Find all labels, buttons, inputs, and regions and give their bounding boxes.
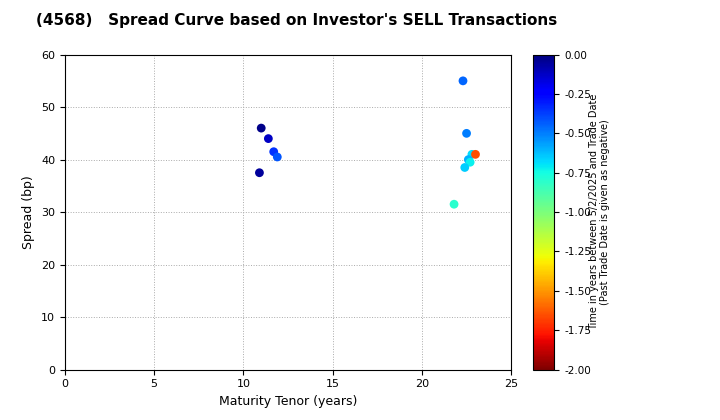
- Point: [449, 201, 460, 207]
- Point: [469, 151, 481, 158]
- Point: [253, 169, 265, 176]
- Point: [459, 164, 471, 171]
- Point: [271, 154, 283, 160]
- Text: (4568)   Spread Curve based on Investor's SELL Transactions: (4568) Spread Curve based on Investor's …: [36, 13, 557, 28]
- Y-axis label: Time in years between 5/2/2025 and Trade Date
(Past Trade Date is given as negat: Time in years between 5/2/2025 and Trade…: [589, 94, 611, 330]
- Y-axis label: Spread (bp): Spread (bp): [22, 175, 35, 249]
- Point: [263, 135, 274, 142]
- Point: [461, 130, 472, 137]
- X-axis label: Maturity Tenor (years): Maturity Tenor (years): [219, 395, 357, 408]
- Point: [464, 159, 476, 165]
- Point: [256, 125, 267, 131]
- Point: [462, 156, 474, 163]
- Point: [457, 77, 469, 84]
- Point: [268, 148, 279, 155]
- Point: [466, 151, 477, 158]
